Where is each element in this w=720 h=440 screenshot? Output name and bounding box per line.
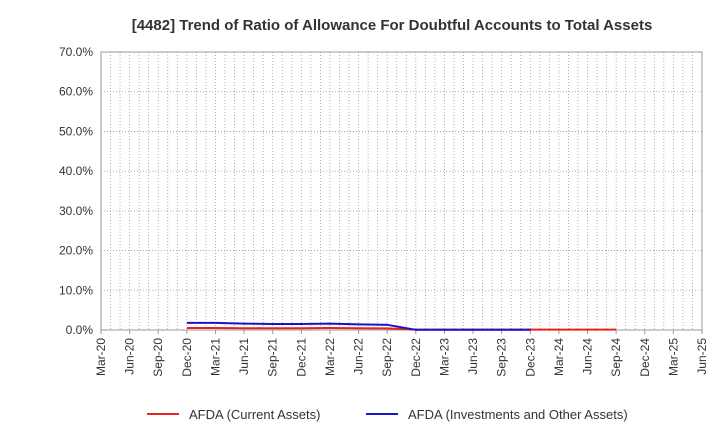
- x-tick-label: Dec-20: [180, 338, 194, 377]
- x-tick-label: Sep-22: [380, 338, 394, 377]
- x-tick-label: Mar-25: [666, 338, 680, 376]
- plot-area: [100, 51, 703, 331]
- legend-label: AFDA (Current Assets): [189, 407, 320, 422]
- x-tick-label: Sep-24: [609, 338, 623, 377]
- y-tick-label: 20.0%: [59, 244, 93, 258]
- x-tick-label: Jun-25: [695, 338, 709, 375]
- x-tick-label: Dec-21: [294, 338, 308, 377]
- y-tick-label: 50.0%: [59, 124, 93, 138]
- legend-label: AFDA (Investments and Other Assets): [408, 407, 628, 422]
- x-axis: Mar-20 Jun-20 Sep-20 Dec-20 Mar-21 Jun-21 Sep-…: [94, 330, 709, 377]
- series-line-2: [186, 321, 531, 331]
- legend: AFDA (Current Assets) AFDA (Investments a…: [147, 407, 628, 422]
- x-tick-label: Mar-23: [437, 338, 451, 376]
- x-tick-label: Mar-24: [552, 338, 566, 376]
- x-tick-label: Jun-23: [466, 338, 480, 375]
- series: [186, 321, 617, 331]
- x-tick-label: Jun-21: [237, 338, 251, 375]
- x-tick-label: Mar-22: [323, 338, 337, 376]
- grid: [101, 52, 702, 330]
- x-tick-label: Mar-21: [208, 338, 222, 376]
- y-tick-label: 30.0%: [59, 204, 93, 218]
- x-tick-label: Dec-22: [409, 338, 423, 377]
- y-tick-label: 60.0%: [59, 85, 93, 99]
- x-tick-label: Sep-21: [266, 338, 280, 377]
- x-tick-label: Jun-22: [352, 338, 366, 375]
- x-tick-label: Jun-20: [123, 338, 137, 375]
- x-tick-label: Sep-23: [495, 338, 509, 377]
- x-tick-label: Mar-20: [94, 338, 108, 376]
- x-tick-label: Sep-20: [151, 338, 165, 377]
- y-axis: 0.0% 10.0% 20.0% 30.0% 40.0% 50.0% 60.0% 70.0%: [59, 45, 93, 337]
- x-tick-label: Dec-24: [638, 338, 652, 377]
- y-tick-label: 70.0%: [59, 45, 93, 59]
- x-tick-label: Dec-23: [523, 338, 537, 377]
- y-tick-label: 10.0%: [59, 283, 93, 297]
- x-tick-label: Jun-24: [581, 338, 595, 375]
- y-tick-label: 40.0%: [59, 164, 93, 178]
- series-line-1: [186, 327, 617, 331]
- y-tick-label: 0.0%: [66, 323, 94, 337]
- chart-title: [4482] Trend of Ratio of Allowance For D…: [132, 17, 653, 34]
